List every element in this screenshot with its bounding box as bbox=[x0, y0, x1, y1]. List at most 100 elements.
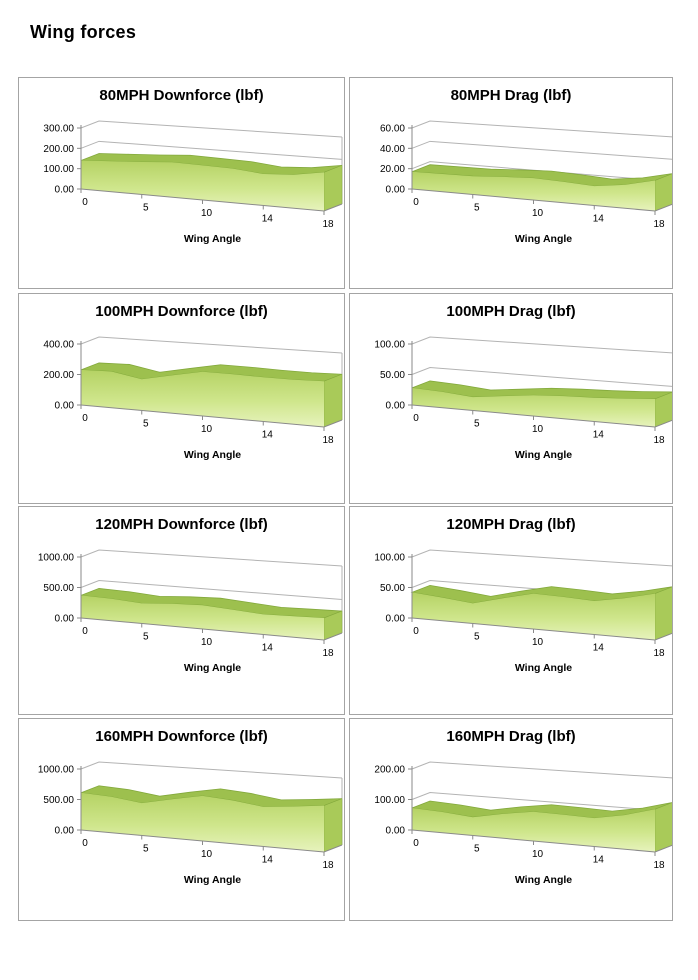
x-tick-label: 10 bbox=[201, 208, 213, 219]
x-tick-label: 0 bbox=[82, 197, 88, 208]
x-tick-label: 14 bbox=[593, 430, 605, 441]
x-tick-label: 5 bbox=[143, 632, 149, 643]
y-tick-label: 50.00 bbox=[380, 583, 405, 594]
gridline bbox=[80, 579, 343, 600]
gridline bbox=[411, 120, 672, 138]
x-axis-title: Wing Angle bbox=[184, 449, 241, 461]
chart-title: 120MPH Drag (lbf) bbox=[446, 516, 576, 533]
y-tick-label: 100.00 bbox=[374, 795, 405, 806]
y-tick-label: 0.00 bbox=[55, 401, 75, 412]
area-front-surface bbox=[412, 387, 655, 427]
gridline bbox=[411, 791, 672, 812]
chart-box-80mph-downforce[interactable]: 80MPH Downforce (lbf) 300.00 200.00 100.00… bbox=[18, 77, 345, 289]
x-tick-label: 0 bbox=[413, 413, 419, 424]
x-axis-title: Wing Angle bbox=[184, 662, 241, 674]
x-tick-label: 10 bbox=[532, 637, 544, 648]
x-tick-label: 14 bbox=[593, 643, 605, 654]
x-tick-label: 18 bbox=[653, 648, 665, 659]
chart-box-160mph-drag[interactable]: 160MPH Drag (lbf) 200.00 100.00 0.00 0 5 10 14… bbox=[349, 718, 673, 921]
x-tick-label: 5 bbox=[474, 203, 480, 214]
chart-box-120mph-downforce[interactable]: 120MPH Downforce (lbf) 1000.00 500.00 0.00… bbox=[18, 506, 345, 715]
area-front-surface bbox=[81, 595, 324, 640]
y-tick-label: 100.00 bbox=[374, 340, 405, 351]
area-top-surface bbox=[411, 164, 672, 187]
gridline bbox=[80, 140, 343, 160]
y-tick-label: 0.00 bbox=[55, 614, 75, 625]
area-front-surface bbox=[81, 792, 324, 852]
gridline bbox=[411, 161, 672, 183]
y-tick-label: 200.00 bbox=[43, 370, 74, 381]
gridline bbox=[411, 761, 672, 779]
chart-title: 160MPH Drag (lbf) bbox=[446, 728, 576, 745]
x-axis-title: Wing Angle bbox=[515, 874, 572, 886]
x-tick-label: 5 bbox=[143, 419, 149, 430]
y-tick-label: 60.00 bbox=[380, 124, 405, 135]
x-axis-title: Wing Angle bbox=[184, 874, 241, 886]
chart-canvas-160mph-downforce: 1000.00 500.00 0.00 0 5 10 14 18 Wing Angle bbox=[38, 761, 343, 886]
area-side-surface bbox=[323, 165, 343, 212]
y-tick-label: 100.00 bbox=[374, 553, 405, 564]
chart-canvas-80mph-drag: 60.00 40.00 20.00 0.00 0 5 10 14 18 Wing Angle bbox=[380, 120, 672, 245]
chart-box-160mph-downforce[interactable]: 160MPH Downforce (lbf) 1000.00 500.00 0.00… bbox=[18, 718, 345, 921]
area-side-surface bbox=[654, 586, 672, 641]
x-tick-label: 0 bbox=[82, 626, 88, 637]
y-tick-label: 0.00 bbox=[386, 614, 406, 625]
chart-box-80mph-drag[interactable]: 80MPH Drag (lbf) 60.00 40.00 20.00 0.00 0 5 10… bbox=[349, 77, 673, 289]
gridline bbox=[411, 336, 672, 354]
y-tick-label: 200.00 bbox=[374, 765, 405, 776]
chart-canvas-120mph-drag: 100.00 50.00 0.00 0 5 10 14 18 Wing Angle bbox=[374, 549, 672, 674]
x-tick-label: 0 bbox=[413, 838, 419, 849]
x-tick-label: 14 bbox=[262, 643, 274, 654]
y-tick-label: 100.00 bbox=[43, 164, 74, 175]
chart-title: 80MPH Drag (lbf) bbox=[450, 87, 572, 104]
x-tick-label: 0 bbox=[82, 413, 88, 424]
x-tick-label: 18 bbox=[653, 219, 665, 230]
y-tick-label: 1000.00 bbox=[38, 553, 75, 564]
chart-box-100mph-drag[interactable]: 100MPH Drag (lbf) 100.00 50.00 0.00 0 5 10 14 1… bbox=[349, 293, 673, 504]
x-tick-label: 14 bbox=[262, 214, 274, 225]
x-tick-label: 10 bbox=[532, 849, 544, 860]
area-front-surface bbox=[81, 369, 324, 427]
gridline bbox=[80, 336, 343, 354]
x-tick-label: 14 bbox=[262, 855, 274, 866]
gridline bbox=[411, 140, 672, 160]
x-tick-label: 14 bbox=[593, 855, 605, 866]
y-tick-label: 0.00 bbox=[386, 826, 406, 837]
gridline bbox=[411, 366, 672, 387]
x-tick-label: 0 bbox=[413, 197, 419, 208]
gridline bbox=[80, 549, 343, 567]
x-tick-label: 10 bbox=[532, 424, 544, 435]
gridline bbox=[80, 761, 343, 779]
x-tick-label: 0 bbox=[413, 626, 419, 637]
page-title: Wing forces bbox=[30, 22, 137, 42]
chart-box-100mph-downforce[interactable]: 100MPH Downforce (lbf) 400.00 200.00 0.00 0… bbox=[18, 293, 345, 504]
chart-title: 100MPH Drag (lbf) bbox=[446, 303, 576, 320]
x-tick-label: 5 bbox=[143, 203, 149, 214]
area-front-surface bbox=[412, 171, 655, 211]
x-tick-label: 5 bbox=[474, 632, 480, 643]
x-tick-label: 14 bbox=[593, 214, 605, 225]
x-tick-label: 18 bbox=[653, 435, 665, 446]
area-top-surface bbox=[411, 800, 672, 819]
chart-canvas-100mph-drag: 100.00 50.00 0.00 0 5 10 14 18 Wing Angle bbox=[374, 336, 672, 461]
chart-box-120mph-drag[interactable]: 120MPH Drag (lbf) 100.00 50.00 0.00 0 5 10 14 1… bbox=[349, 506, 673, 715]
x-tick-label: 18 bbox=[322, 435, 334, 446]
x-axis-title: Wing Angle bbox=[184, 233, 241, 245]
chart-title: 100MPH Downforce (lbf) bbox=[95, 303, 268, 320]
chart-title: 160MPH Downforce (lbf) bbox=[95, 728, 268, 745]
x-tick-label: 10 bbox=[201, 849, 213, 860]
x-tick-label: 5 bbox=[474, 844, 480, 855]
chart-title: 120MPH Downforce (lbf) bbox=[95, 516, 268, 533]
y-tick-label: 500.00 bbox=[43, 795, 74, 806]
area-side-surface bbox=[654, 802, 672, 853]
chart-canvas-160mph-drag: 200.00 100.00 0.00 0 5 10 14 18 Wing Angle bbox=[374, 761, 672, 886]
area-top-surface bbox=[411, 380, 672, 400]
area-side-surface bbox=[323, 373, 343, 428]
x-tick-label: 0 bbox=[82, 838, 88, 849]
y-tick-label: 500.00 bbox=[43, 583, 74, 594]
x-tick-label: 5 bbox=[143, 844, 149, 855]
chart-canvas-100mph-downforce: 400.00 200.00 0.00 0 5 10 14 18 Wing Angle bbox=[43, 336, 343, 461]
y-tick-label: 400.00 bbox=[43, 340, 74, 351]
x-tick-label: 18 bbox=[322, 648, 334, 659]
